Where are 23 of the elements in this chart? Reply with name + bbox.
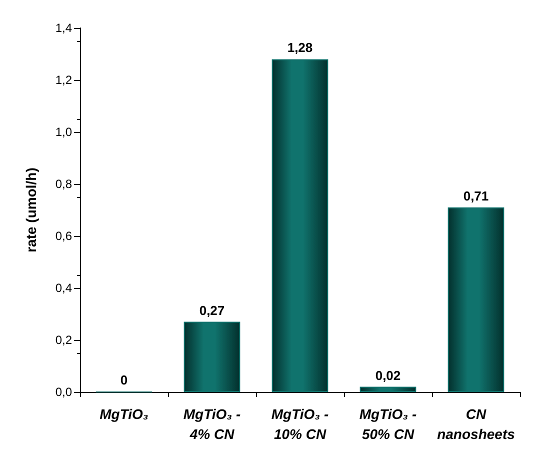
y-tick-label: 1,4 [55, 21, 72, 35]
x-tick-label: MgTiO₃ - 50% CN [359, 406, 417, 442]
y-tick-label: 0,4 [55, 281, 72, 295]
bar [272, 59, 328, 392]
y-tick-label: 0,8 [55, 177, 72, 191]
bar [448, 207, 504, 392]
y-tick-label: 0,2 [55, 333, 72, 347]
data-label: 0,27 [199, 302, 225, 318]
data-label: 0,71 [463, 188, 489, 204]
x-tick-label: CN nanosheets [437, 406, 516, 442]
data-label: 1,28 [287, 40, 313, 56]
bar [360, 386, 416, 392]
y-tick-label: 1,0 [55, 125, 72, 139]
x-tick-label: MgTiO₃ - 10% CN [271, 406, 329, 442]
y-axis-title: rate (umol/h) [23, 168, 39, 252]
data-label: 0 [120, 372, 128, 388]
x-tick-label: MgTiO₃ [100, 406, 148, 422]
y-tick-label: 0,0 [55, 385, 72, 399]
bar [184, 322, 240, 392]
data-label: 0,02 [375, 368, 401, 383]
y-tick-label: 1,2 [55, 73, 72, 87]
x-tick-label: MgTiO₃ - 4% CN [183, 406, 241, 442]
y-tick-label: 0,6 [55, 229, 72, 243]
